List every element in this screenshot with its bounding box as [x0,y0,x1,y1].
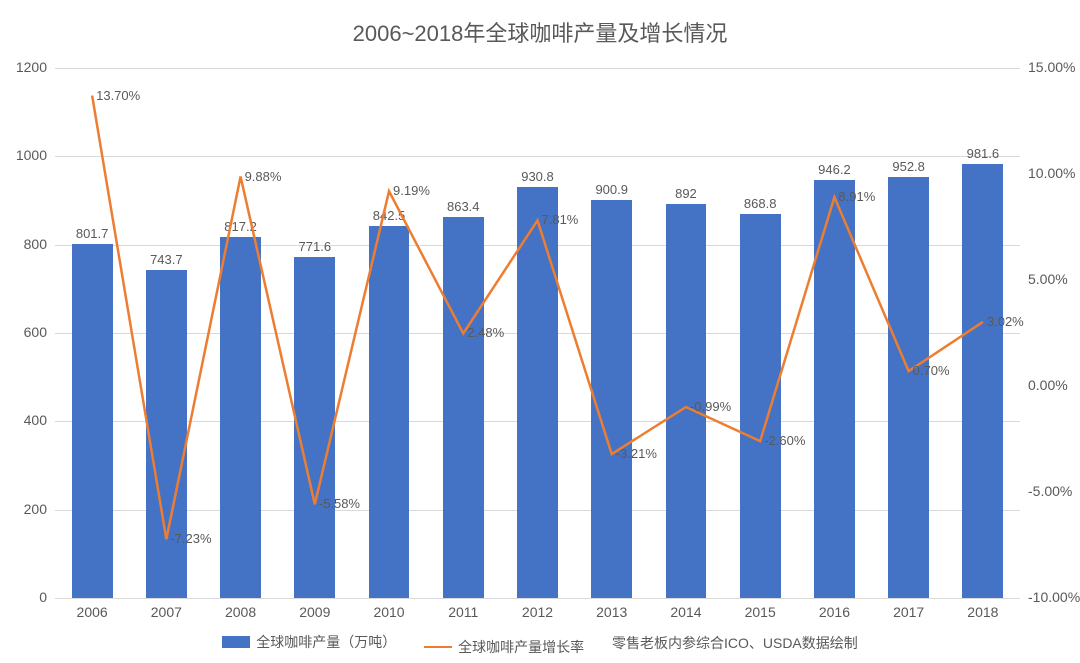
line-value-label: 3.02% [987,314,1024,329]
plot-area: 020040060080010001200-10.00%-5.00%0.00%5… [55,68,1020,598]
legend: 全球咖啡产量（万吨） 全球咖啡产量增长率 零售老板内参综合ICO、USDA数据绘… [0,632,1080,657]
line-value-label: -5.58% [319,496,360,511]
x-tick-label: 2012 [522,604,553,620]
y-right-tick-label: 15.00% [1028,59,1075,75]
line-value-label: -0.99% [690,399,731,414]
x-tick-label: 2006 [77,604,108,620]
y-right-tick-label: -10.00% [1028,589,1080,605]
line-value-label: 13.70% [96,88,140,103]
gridline [55,598,1020,599]
legend-swatch-line [424,646,452,648]
line-layer [55,68,1020,598]
x-tick-label: 2010 [373,604,404,620]
chart-title: 2006~2018年全球咖啡产量及增长情况 [0,16,1080,48]
y-left-tick-label: 1200 [2,59,47,75]
chart-container: 2006~2018年全球咖啡产量及增长情况 020040060080010001… [0,0,1080,663]
x-tick-label: 2011 [448,604,478,620]
legend-label-bars: 全球咖啡产量（万吨） [256,632,396,652]
line-value-label: 2.48% [467,325,504,340]
line-value-label: -3.21% [616,446,657,461]
x-tick-label: 2017 [893,604,924,620]
x-tick-label: 2009 [299,604,330,620]
x-tick-label: 2018 [967,604,998,620]
y-left-tick-label: 1000 [2,147,47,163]
y-left-tick-label: 0 [2,589,47,605]
y-right-tick-label: -5.00% [1028,483,1072,499]
y-left-tick-label: 600 [2,324,47,340]
growth-line [92,96,983,540]
y-right-tick-label: 0.00% [1028,377,1068,393]
legend-label-line: 全球咖啡产量增长率 [458,637,584,657]
x-tick-label: 2014 [670,604,701,620]
x-tick-label: 2016 [819,604,850,620]
legend-item-bars: 全球咖啡产量（万吨） [222,632,396,652]
line-value-label: 7.81% [542,212,579,227]
y-left-tick-label: 800 [2,236,47,252]
y-left-tick-label: 400 [2,412,47,428]
line-value-label: 9.88% [245,169,282,184]
line-value-label: 0.70% [913,363,950,378]
x-tick-label: 2007 [151,604,182,620]
legend-swatch-bar [222,636,250,648]
x-tick-label: 2015 [745,604,776,620]
x-tick-label: 2008 [225,604,256,620]
y-left-tick-label: 200 [2,501,47,517]
y-right-tick-label: 5.00% [1028,271,1068,287]
legend-credit: 零售老板内参综合ICO、USDA数据绘制 [612,633,858,653]
y-right-tick-label: 10.00% [1028,165,1075,181]
line-value-label: -2.60% [764,433,805,448]
legend-item-line: 全球咖啡产量增长率 [424,637,584,657]
x-tick-label: 2013 [596,604,627,620]
line-value-label: -7.23% [170,531,211,546]
line-value-label: 9.19% [393,183,430,198]
line-value-label: 8.91% [838,189,875,204]
